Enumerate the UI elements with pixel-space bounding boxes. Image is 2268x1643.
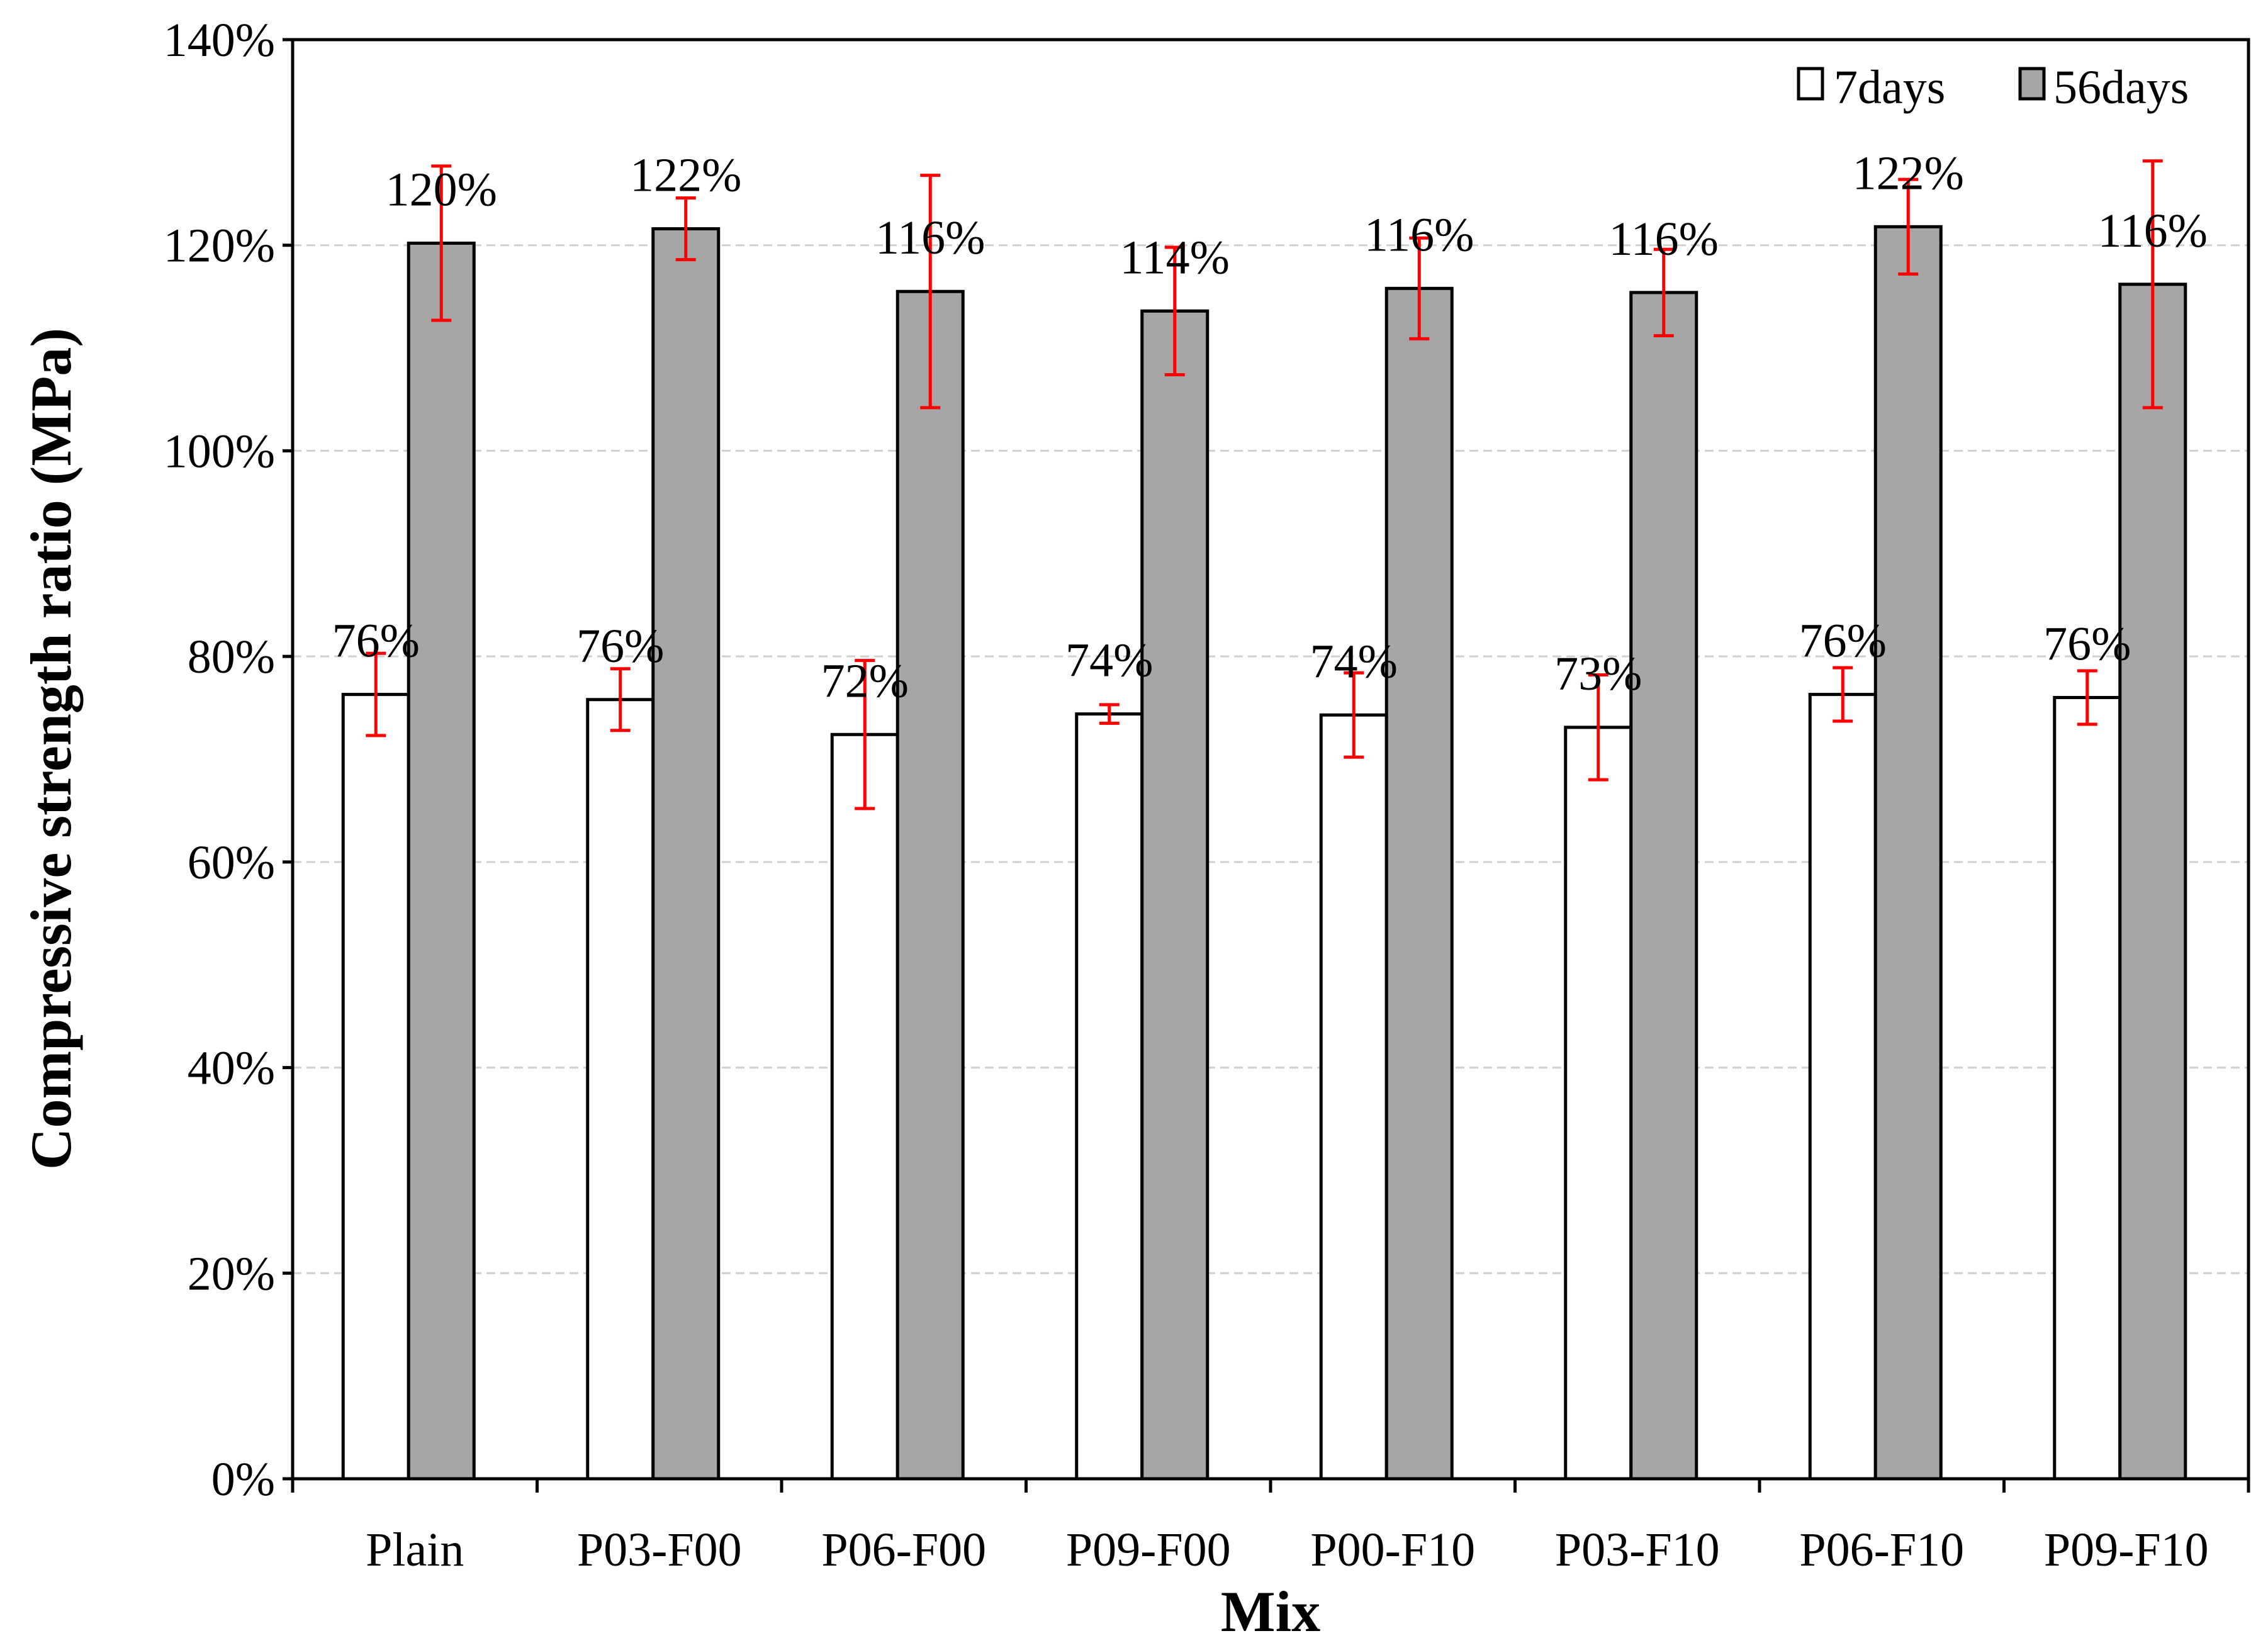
legend: 7days 56days [1797,61,2189,114]
legend-swatch-56days [2018,67,2046,101]
error-bar [1164,245,1185,377]
y-tick-label: 20% [188,1247,275,1300]
data-label-7days: 76% [576,620,664,673]
error-bar [675,196,696,262]
legend-label-7days: 7days [1834,61,1945,114]
category-label: P06-F10 [1799,1523,1964,1576]
category-label: P06-F00 [821,1523,986,1576]
legend-label-56days: 56days [2053,61,2189,114]
data-label-7days: 76% [2043,617,2131,670]
y-tick-label: 0% [211,1453,275,1506]
data-label-56days: 116% [875,211,985,264]
y-tick-label: 120% [164,220,275,272]
data-label-7days: 76% [1799,615,1887,668]
x-axis-category-labels: Plain P03-F00 P06-F00 P09-F00 P00-F10 P03-F10… [366,1523,2209,1576]
y-axis-title: Compressive strength ratio (MPa) [19,328,83,1170]
bar-56days [2118,283,2187,1481]
category-label: P09-F00 [1066,1523,1231,1576]
category-label: Plain [366,1523,464,1576]
bar-56days [1384,286,1454,1481]
y-tick-label: 80% [188,631,275,683]
category-label: P03-F10 [1555,1523,1720,1576]
bar-7days [1808,693,1877,1481]
legend-swatch-7days [1797,67,1824,101]
bar-7days [830,732,899,1481]
error-bar [1099,703,1120,725]
data-labels: 76% 76% 72% 74% 74% 73% 76% 76% 120% 122% 116% 114%… [332,147,2208,707]
bar-7days [586,698,655,1481]
data-label-7days: 76% [332,615,420,668]
error-bar [855,659,875,810]
data-label-56days: 116% [2098,205,2208,257]
error-bar [1588,673,1608,782]
bar-7days [2053,695,2122,1481]
error-bars [366,159,2163,810]
data-label-56days: 120% [386,163,497,216]
y-tick-label: 60% [188,836,275,889]
error-bar [2077,669,2097,726]
bar-56days [651,227,721,1481]
category-label: P00-F10 [1310,1523,1475,1576]
data-label-56days: 116% [1609,213,1719,266]
x-axis-ticks [291,1479,2250,1493]
error-bar [1344,671,1364,759]
data-label-7days: 73% [1554,648,1642,700]
error-bar [1653,247,1674,337]
bar-56days [1629,291,1698,1481]
data-label-7days: 74% [1310,635,1398,688]
bar-7days [341,693,410,1481]
data-label-56days: 114% [1120,231,1230,284]
error-bar [2142,159,2163,410]
x-axis-title: Mix [1221,1579,1320,1643]
y-axis-ticks: 0% 20% 40% 60% 80% 100% 120% 140% [164,14,293,1506]
bar-7days [1075,712,1144,1481]
bar-7days [1319,713,1388,1481]
bar-7days [1564,726,1633,1481]
error-bar [920,174,941,410]
error-bar [1833,666,1853,723]
bar-56days [1140,309,1210,1481]
y-tick-label: 40% [188,1042,275,1095]
data-label-7days: 72% [821,654,909,707]
data-label-7days: 74% [1065,634,1153,687]
data-label-56days: 122% [630,149,741,202]
bar-56days [895,289,965,1481]
data-label-56days: 116% [1364,208,1474,261]
error-bar [610,667,631,732]
bar-56days [1873,225,1943,1481]
y-tick-label: 100% [164,425,275,478]
category-label: P09-F10 [2044,1523,2209,1576]
bar-56days [407,241,476,1481]
error-bar [366,651,386,737]
error-bar [1409,236,1430,340]
data-label-56days: 122% [1853,147,1964,199]
error-bar [1898,177,1919,276]
error-bar [431,164,452,322]
category-label: P03-F00 [577,1523,742,1576]
y-tick-label: 140% [164,14,275,67]
bars [341,225,2187,1481]
